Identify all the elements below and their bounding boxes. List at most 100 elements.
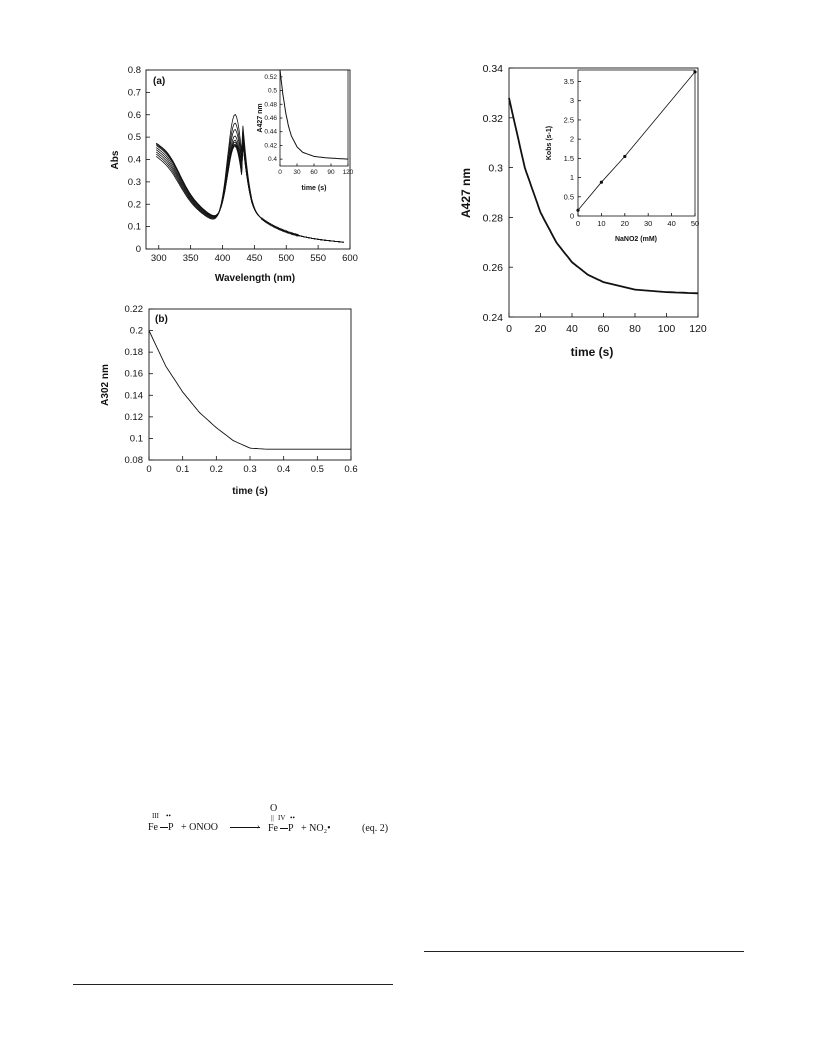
eq-arrow-head: › (257, 822, 260, 831)
panel-a-label: (a) (153, 76, 165, 87)
panel-b-ytick-label: 0.12 (125, 412, 144, 423)
panel-b-ytick-label: 0.18 (125, 347, 144, 358)
panel-c-ytick-label: 0.28 (483, 212, 504, 224)
panel-c-inset-line (577, 71, 696, 211)
panel-b-xtick-label: 0.6 (344, 464, 357, 475)
panel-a-xtick-label: 350 (183, 253, 199, 264)
panel-a-xtick-label: 300 (151, 253, 167, 264)
panel-b-ytick-label: 0.14 (125, 390, 144, 401)
footnote-rule-left (73, 984, 393, 985)
panel-c-inset-xtick-label: 50 (691, 219, 699, 228)
panel-a-xtick-label: 600 (342, 253, 358, 264)
panel-c-inset-xtick-label: 10 (597, 219, 605, 228)
eq-rhs-bond (280, 828, 288, 829)
panel-a-ytick-label: 0.8 (128, 65, 141, 76)
panel-a-ytick-label: 0.1 (128, 222, 141, 233)
panel-c-xtick-label: 60 (598, 323, 610, 335)
eq-rhs-ligand: P (288, 823, 294, 834)
eq-lhs-ligand: P (168, 822, 174, 833)
panel-c-inset-ytick-label: 1 (570, 173, 574, 182)
panel-c-ytick-label: 0.26 (483, 262, 504, 274)
panel-c-inset-xtick-label: 40 (667, 219, 675, 228)
panel-a-inset-ytick-label: 0.42 (264, 142, 277, 149)
panel-a-ytick-label: 0.5 (128, 132, 141, 143)
eq-tag: (eq. 2) (362, 823, 389, 834)
panel-b-ylabel: A302 nm (100, 364, 111, 406)
panel-c-xtick-label: 100 (658, 323, 676, 335)
eq-rhs-product: + NO₂• (301, 823, 331, 834)
panel-c-inset-xtick-label: 0 (576, 219, 580, 228)
panel-c-xtick-label: 120 (689, 323, 707, 335)
panel-c-inset-ytick-label: 0.5 (564, 192, 574, 201)
panel-b-xtick-label: 0.5 (311, 464, 324, 475)
panel-c-xlabel: time (s) (571, 345, 614, 359)
panel-a-inset-ytick-label: 0.46 (264, 115, 277, 122)
panel-a-ytick-label: 0.2 (128, 199, 141, 210)
panel-a-ylabel: Abs (110, 150, 121, 169)
panel-c-inset-ytick-label: 3 (570, 96, 574, 105)
panel-c-inset-bg (578, 70, 695, 216)
panel-c-inset-xtick-label: 20 (621, 219, 629, 228)
eq-lhs-dots: •• (166, 812, 171, 820)
panel-b-xtick-label: 0.1 (176, 464, 189, 475)
panel-c-ytick-label: 0.3 (488, 163, 503, 175)
panel-a-xlabel: Wavelength (nm) (215, 273, 295, 284)
footnote-rule-right (424, 951, 744, 952)
eq-rhs-double: || (271, 814, 274, 822)
eq-lhs-ox: III (152, 812, 159, 820)
panel-c-ylabel: A427 nm (459, 168, 473, 218)
panel-a-inset-bg (280, 70, 348, 166)
panel-c-xtick-label: 40 (566, 323, 578, 335)
panel-c-xtick-label: 80 (629, 323, 641, 335)
panel-a-inset-ytick-label: 0.44 (264, 129, 277, 136)
panel-c-inset-point (623, 154, 627, 159)
panel-a-inset-ytick-label: 0.52 (264, 74, 277, 81)
panel-c-inset-ytick-label: 0 (570, 212, 574, 221)
panel-b-ytick-label: 0.2 (130, 326, 143, 337)
eq-rhs-ox: IV (278, 814, 286, 822)
panel-a-xtick-label: 400 (215, 253, 231, 264)
panel-a-inset-ytick-label: 0.5 (268, 88, 277, 95)
panel-c-xtick-label: 20 (535, 323, 547, 335)
panel-a-inset-xtick-label: 0 (278, 169, 282, 176)
panel-c-ytick-label: 0.32 (483, 113, 504, 125)
panel-a-ytick-label: 0.6 (128, 110, 141, 121)
panel-a-ytick-label: 0.7 (128, 87, 141, 98)
eq-rhs-dots: •• (290, 814, 295, 822)
eq-lhs-metal: Fe (148, 822, 158, 833)
panel-b-label: (b) (155, 314, 168, 325)
panel-a-inset-xtick-label: 30 (293, 169, 301, 176)
eq-lhs-reagent: + ONOO (181, 822, 219, 833)
panel-c-curve (508, 97, 699, 295)
panel-b-ytick-label: 0.08 (125, 455, 144, 466)
panel-a-inset-ylabel: A427 nm (257, 103, 264, 132)
panel-c-inset-xtick-label: 30 (644, 219, 652, 228)
panel-c-inset-ylabel: Kobs (s-1) (546, 126, 553, 160)
panel-b-xtick-label: 0.4 (277, 464, 290, 475)
panel-a-inset-ytick-label: 0.4 (268, 156, 277, 163)
panel-b-ytick-label: 0.22 (125, 304, 144, 315)
panel-a-inset-ytick-label: 0.48 (264, 101, 277, 108)
panel-c-inset-point (576, 208, 580, 212)
panel-b-ytick-label: 0.1 (130, 433, 143, 444)
panel-a-ytick-label: 0.4 (128, 155, 141, 166)
panel-c-inset-point (693, 70, 697, 74)
panel-b-curve (148, 330, 351, 450)
panel-a-inset-xtick-label: 120 (343, 169, 354, 176)
panel-c-inset-ytick-label: 2.5 (564, 115, 574, 124)
panel-c-inset-point (599, 180, 604, 184)
panel-a-inset-xtick-label: 60 (310, 169, 318, 176)
eq-rhs-oxo: O (270, 803, 278, 814)
panel-c-inset-xlabel: NaNO2 (mM) (615, 236, 657, 243)
panel-c-xtick-label: 0 (506, 323, 512, 335)
panel-a-inset-xlabel: time (s) (302, 185, 327, 192)
panel-a-spectrum (155, 142, 344, 243)
panel-c-inset-ytick-label: 2 (570, 135, 574, 144)
panel-c-inset-ytick-label: 3.5 (564, 77, 574, 86)
panel-a-xtick-label: 500 (278, 253, 294, 264)
panel-a-inset-xtick-label: 90 (327, 169, 335, 176)
panel-b-xlabel: time (s) (232, 486, 268, 497)
